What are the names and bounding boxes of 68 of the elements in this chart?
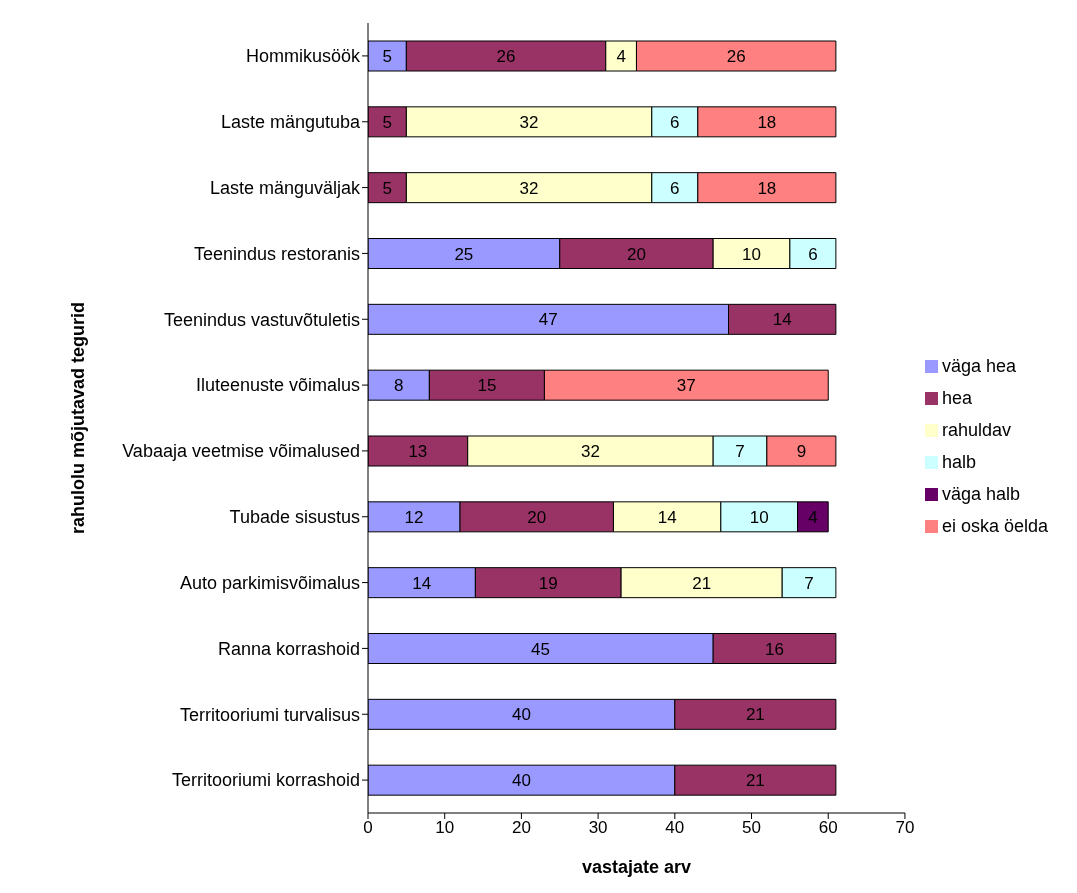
legend-label: väga halb	[941, 483, 1020, 504]
data-label: 32	[519, 112, 539, 132]
data-label: 9	[796, 442, 807, 462]
y-tick-label: Ranna korrashoid	[217, 638, 360, 659]
y-tick-label: Territooriumi turvalisus	[179, 704, 360, 725]
y-tick-label: Teenindus restoranis	[193, 243, 360, 264]
data-label: 10	[749, 507, 769, 527]
data-label: 4	[808, 507, 818, 527]
data-label: 45	[531, 639, 551, 659]
data-label: 7	[804, 573, 814, 593]
data-label: 12	[404, 507, 424, 527]
legend-label: rahuldav	[941, 419, 1011, 440]
y-tick-label: Auto parkimisvõimalus	[179, 572, 360, 593]
data-label: 37	[676, 376, 696, 396]
legend-label: ei oska öelda	[941, 515, 1048, 536]
y-tick-label: Vabaaja veetmise võimalused	[122, 441, 360, 462]
data-label: 18	[757, 178, 777, 198]
legend-label: hea	[941, 387, 972, 408]
y-axis-title: rahulolu mõjutavad tegurid	[68, 301, 89, 535]
x-tick-label: 0	[363, 818, 373, 838]
y-tick-label: Iluteenuste võimalus	[195, 375, 360, 396]
data-label: 7	[735, 442, 745, 462]
x-tick-label: 30	[588, 818, 608, 838]
data-label: 6	[670, 178, 680, 198]
legend-label: väga hea	[941, 355, 1016, 376]
data-label: 14	[412, 573, 432, 593]
data-label: 47	[538, 310, 558, 330]
data-label: 40	[511, 705, 531, 725]
x-tick-label: 50	[742, 818, 761, 838]
y-tick-label: Laste mänguväljak	[209, 177, 361, 198]
data-label: 6	[808, 244, 818, 264]
y-tick-label: Tubade sisustus	[229, 507, 360, 528]
data-label: 5	[382, 112, 392, 132]
y-tick-label: Territooriumi korrashoid	[171, 770, 360, 791]
data-label: 14	[657, 507, 677, 527]
data-label: 40	[511, 771, 531, 791]
data-label: 21	[692, 573, 712, 593]
data-label: 14	[772, 310, 792, 330]
x-axis-title: vastajate arv	[581, 857, 692, 877]
data-label: 21	[745, 705, 765, 725]
data-label: 20	[627, 244, 646, 264]
data-label: 32	[519, 178, 539, 198]
data-label: 10	[742, 244, 761, 264]
data-label: 19	[538, 573, 558, 593]
y-tick-label: Teenindus vastuvõtuletis	[163, 309, 360, 330]
data-label: 26	[726, 47, 746, 67]
legend-label: halb	[941, 451, 976, 472]
y-tick-label: Hommikusöök	[245, 46, 361, 67]
data-label: 20	[527, 507, 547, 527]
data-label: 21	[745, 771, 765, 791]
y-tick-label: Laste mängutuba	[220, 112, 361, 133]
data-label: 16	[765, 639, 784, 659]
x-tick-label: 70	[895, 818, 915, 838]
data-label: 13	[408, 442, 428, 462]
data-label: 15	[477, 376, 497, 396]
data-label: 4	[616, 47, 626, 67]
x-tick-label: 60	[818, 818, 838, 838]
x-tick-label: 10	[435, 818, 455, 838]
data-label: 5	[382, 178, 392, 198]
data-label: 5	[382, 47, 392, 67]
data-label: 26	[496, 47, 516, 67]
x-tick-label: 20	[511, 818, 531, 838]
data-label: 6	[670, 112, 680, 132]
data-label: 32	[580, 442, 600, 462]
x-tick-label: 40	[665, 818, 685, 838]
data-label: 25	[454, 244, 474, 264]
data-label: 8	[393, 376, 404, 396]
data-label: 18	[757, 112, 777, 132]
